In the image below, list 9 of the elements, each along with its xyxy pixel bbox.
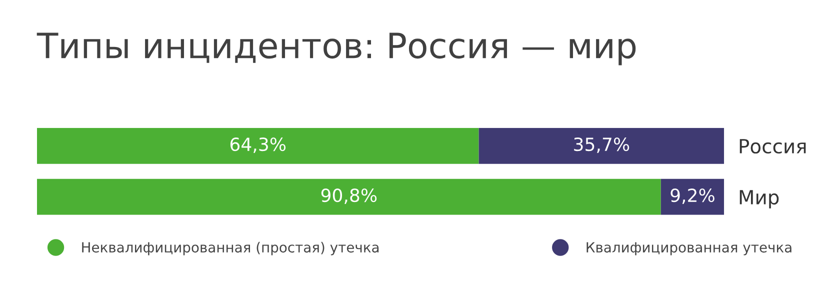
- y-tick-label: Мир: [740, 190, 779, 208]
- legend-label: Неквалифицированная (простая) утечка: [82, 242, 379, 256]
- chart-title: Типы инцидентов: Россия — мир: [36, 32, 636, 66]
- data-label: 64,3%: [230, 137, 286, 153]
- data-label: 35,7%: [574, 137, 630, 153]
- legend-label: Квалифицированная утечка: [586, 242, 792, 256]
- data-label: 90,8%: [321, 188, 377, 204]
- y-tick-label: Россия: [740, 139, 806, 154]
- data-label: 9,2%: [670, 188, 714, 204]
